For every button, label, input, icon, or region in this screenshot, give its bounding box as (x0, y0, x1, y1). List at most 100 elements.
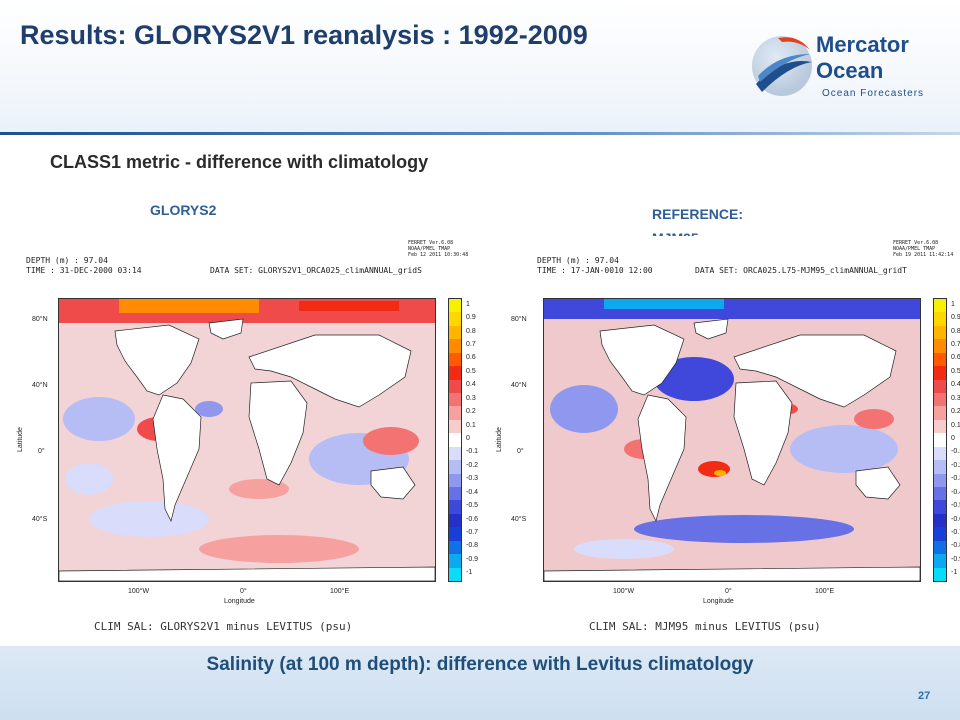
lon-tick-0: 0° (240, 588, 247, 595)
colorbar-tick-label: -0.5 (466, 502, 479, 510)
depth-label: DEPTH (m) : 97.04 (26, 256, 108, 265)
colorbar-swatch (934, 446, 946, 461)
colorbar-tick-label: 0.4 (466, 381, 476, 389)
colorbar-tick-label: -0.1 (466, 448, 479, 456)
lon-tick-100w: 100°W (128, 588, 150, 595)
colorbar-swatch (449, 433, 461, 448)
colorbar-swatch (449, 406, 461, 421)
page-number: 27 (918, 690, 931, 702)
colorbar-tick-label: 0.1 (466, 421, 476, 429)
lat-tick-40n: 40°N (32, 382, 48, 389)
time-label: TIME : 17-JAN-0010 12:00 (537, 266, 653, 275)
colorbar-swatch (934, 419, 946, 434)
colorbar-tick-label: 0 (951, 435, 955, 442)
colorbar-tick-label: 0.3 (951, 394, 960, 402)
globe-logo-icon (752, 36, 812, 96)
colorbar-tick-label: -0.1 (951, 448, 960, 456)
ferret-version: FERRET Ver.6.08 (893, 240, 939, 246)
colorbar-swatch (934, 339, 946, 354)
colorbar-tick-label: 0.1 (951, 421, 960, 429)
colorbar-swatch (934, 312, 946, 327)
colorbar-swatch (934, 527, 946, 542)
colorbar-tick-label: 0.9 (466, 314, 476, 322)
colorbar-tick-label: 1 (466, 300, 470, 308)
colorbar-swatch (449, 473, 461, 488)
colorbar-tick-label: 0.5 (951, 367, 960, 375)
colorbar-tick-label: 0.6 (466, 354, 476, 362)
colorbar-tick-label: -0.4 (466, 488, 479, 496)
lon-tick-100e: 100°E (330, 588, 350, 595)
colorbar-tick-label: -1 (466, 569, 473, 577)
colorbar-tick-label: 0.4 (951, 381, 960, 389)
ferret-date: Feb 19 2011 11:42:14 (893, 252, 954, 258)
colorbar-tick-label: 0.7 (466, 341, 476, 348)
colorbar-tick-label: -0.5 (951, 502, 960, 510)
longitude-axis-title: Longitude (224, 598, 255, 605)
colorbar-tick-label: 0 (466, 435, 470, 442)
colorbar-swatch (934, 513, 946, 528)
longitude-axis-title: Longitude (703, 598, 734, 605)
salinity-map-mjm95 (543, 298, 921, 582)
colorbar-tick-label: -0.7 (466, 529, 479, 536)
colorbar-tick-label: 0.9 (951, 314, 960, 322)
colorbar-tick-label: 0.6 (951, 354, 960, 362)
colorbar-tick-label: -0.7 (951, 529, 960, 536)
depth-label: DEPTH (m) : 97.04 (537, 256, 619, 265)
map-caption-mjm95: CLIM SAL: MJM95 minus LEVITUS (psu) (589, 620, 821, 633)
logo-text-ocean: Ocean (816, 58, 884, 83)
colorbar-tick-label: 0.5 (466, 367, 476, 375)
mercator-ocean-logo: Mercator Ocean Ocean Forecasters (748, 26, 948, 112)
colorbar (933, 298, 947, 582)
colorbar-swatch (449, 339, 461, 354)
colorbar-tick-label: 0.7 (951, 341, 960, 348)
latitude-axis-title: Latitude (495, 427, 503, 452)
lon-tick-100w: 100°W (613, 588, 635, 595)
colorbar-swatch (449, 567, 461, 582)
colorbar-swatch (449, 527, 461, 542)
colorbar-swatch (449, 366, 461, 381)
colorbar-tick-label: 0.3 (466, 394, 476, 402)
colorbar-swatch (449, 299, 461, 313)
colorbar-swatch (449, 325, 461, 340)
dataset-label: DATA SET: ORCA025.L75-MJM95_climANNUAL_g… (695, 266, 907, 275)
colorbar-tick-label: -0.8 (466, 542, 479, 550)
colorbar-swatch (934, 500, 946, 515)
colorbar (448, 298, 462, 582)
colorbar-tick-label: -0.9 (951, 555, 960, 563)
logo-tagline: Ocean Forecasters (822, 88, 925, 99)
colorbar-tick-label: 0.8 (466, 327, 476, 335)
colorbar-swatch (934, 433, 946, 448)
world-map-graphic (544, 299, 920, 581)
map-panel-mjm95: DEPTH (m) : 97.04 TIME : 17-JAN-0010 12:… (495, 236, 960, 642)
lat-tick-0: 0° (38, 448, 45, 455)
colorbar-swatch (449, 446, 461, 461)
colorbar-tick-label: 1 (951, 300, 955, 308)
ferret-date: Feb 12 2011 10:30:48 (408, 252, 469, 258)
colorbar-swatch (449, 419, 461, 434)
colorbar-tick-label: 0.8 (951, 327, 960, 335)
time-label: TIME : 31-DEC-2000 03:14 (26, 266, 142, 275)
slide-subtitle: CLASS1 metric - difference with climatol… (50, 152, 429, 172)
colorbar-tick-label: -1 (951, 569, 958, 577)
colorbar-tick-label: -0.3 (466, 475, 479, 483)
colorbar-tick-label: -0.2 (466, 461, 479, 469)
lat-tick-0: 0° (517, 448, 524, 455)
colorbar-swatch (934, 352, 946, 367)
footer-band (0, 646, 960, 720)
map-caption-glorys2: CLIM SAL: GLORYS2V1 minus LEVITUS (psu) (94, 620, 353, 633)
colorbar-swatch (449, 487, 461, 501)
lat-tick-80n: 80°N (511, 316, 527, 323)
colorbar-tick-label: -0.2 (951, 461, 960, 469)
colorbar-tick-label: 0.2 (951, 408, 960, 416)
salinity-map-glorys2 (58, 298, 436, 582)
colorbar-swatch (934, 325, 946, 340)
lat-tick-80n: 80°N (32, 316, 48, 323)
colorbar-tick-label: -0.6 (466, 515, 479, 523)
colorbar-swatch (934, 473, 946, 488)
colorbar-swatch (934, 393, 946, 407)
colorbar-swatch (934, 540, 946, 555)
colorbar-swatch (449, 554, 461, 569)
colorbar-swatch (934, 379, 946, 394)
lat-tick-40n: 40°N (511, 382, 527, 389)
